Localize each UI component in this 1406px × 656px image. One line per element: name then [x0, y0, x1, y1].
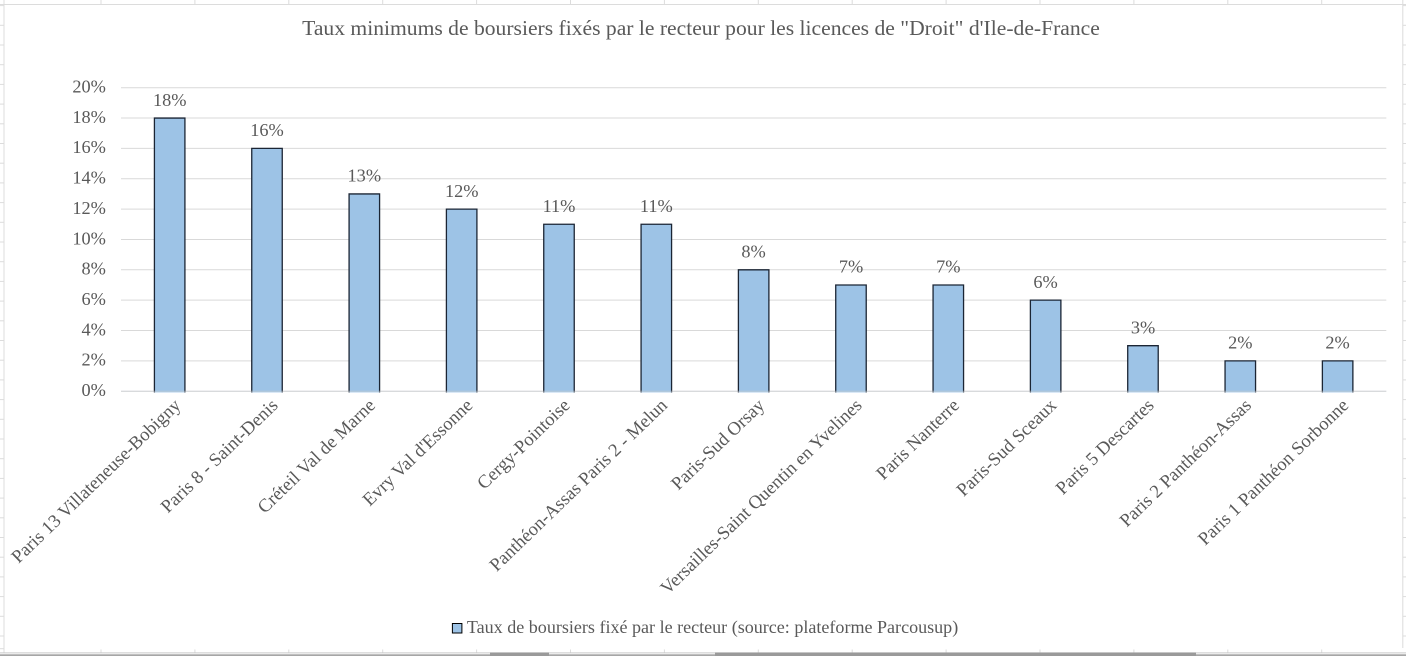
svg-text:11%: 11%: [640, 196, 673, 216]
svg-text:16%: 16%: [250, 120, 284, 140]
svg-text:14%: 14%: [72, 168, 106, 188]
svg-text:12%: 12%: [445, 181, 479, 201]
svg-text:7%: 7%: [936, 257, 960, 277]
svg-text:7%: 7%: [839, 257, 863, 277]
svg-text:18%: 18%: [153, 90, 187, 110]
svg-text:Taux de boursiers fixé par le: Taux de boursiers fixé par le recteur (s…: [467, 617, 958, 638]
svg-text:2%: 2%: [82, 350, 106, 370]
svg-text:0%: 0%: [82, 380, 106, 400]
svg-text:18%: 18%: [72, 107, 106, 127]
svg-text:4%: 4%: [82, 319, 106, 339]
svg-text:20%: 20%: [72, 77, 106, 97]
svg-text:13%: 13%: [348, 166, 382, 186]
svg-text:16%: 16%: [72, 137, 106, 157]
svg-text:3%: 3%: [1131, 317, 1155, 337]
svg-text:10%: 10%: [72, 228, 106, 248]
svg-text:12%: 12%: [72, 198, 106, 218]
svg-text:8%: 8%: [741, 242, 765, 262]
svg-text:Taux minimums de boursiers fix: Taux minimums de boursiers fixés par le …: [302, 16, 1100, 40]
svg-text:6%: 6%: [1033, 272, 1057, 292]
svg-text:11%: 11%: [543, 196, 576, 216]
svg-text:6%: 6%: [82, 289, 106, 309]
svg-text:8%: 8%: [82, 259, 106, 279]
svg-text:2%: 2%: [1228, 333, 1252, 353]
svg-text:2%: 2%: [1325, 333, 1349, 353]
